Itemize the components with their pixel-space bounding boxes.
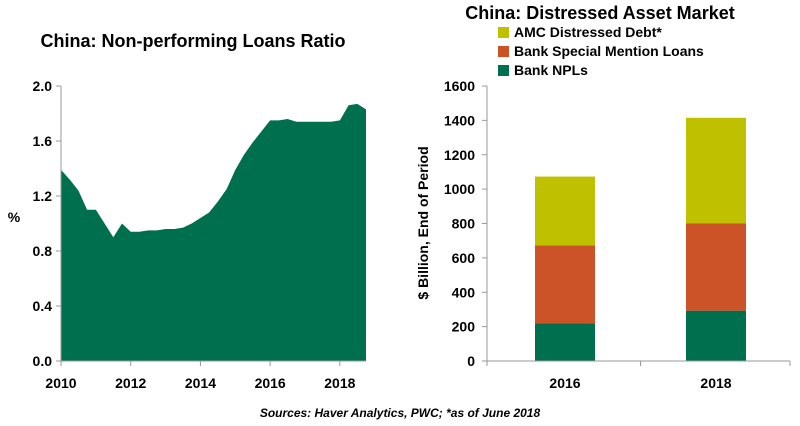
npl-chart-title: China: Non-performing Loans Ratio: [41, 31, 346, 51]
bar-bank-npls-2016: [535, 323, 595, 361]
distressed-y-tick-label: 600: [452, 250, 476, 266]
source-note: Sources: Haver Analytics, PWC; *as of Ju…: [260, 406, 541, 420]
distressed-y-tick-label: 1000: [444, 181, 475, 197]
distressed-x-tick-label: 2016: [549, 375, 580, 391]
distressed-y-tick-label: 200: [452, 319, 476, 335]
legend-swatch: [498, 65, 509, 76]
npl-ratio-area: [61, 103, 366, 362]
stacked-bars: [535, 117, 746, 361]
distressed-y-tick-label: 800: [452, 216, 476, 232]
distressed-y-ticks: 0 200 400 600 800 1000 1200 1400 1600: [444, 78, 487, 369]
distressed-asset-chart: China: Distressed Asset Market AMC Distr…: [415, 3, 791, 391]
npl-x-ticks: 2010 2012 2014 2016 2018: [45, 361, 356, 391]
npl-x-tick-label: 2012: [115, 375, 146, 391]
npl-y-tick-label: 2.0: [33, 78, 53, 94]
npl-x-tick-label: 2014: [185, 375, 216, 391]
bar-bank-special-mention-loans-2016: [535, 245, 595, 324]
npl-y-tick-label: 1.6: [33, 133, 53, 149]
npl-y-tick-label: 1.2: [33, 188, 53, 204]
legend-label: Bank Special Mention Loans: [514, 43, 704, 59]
distressed-y-tick-label: 1600: [444, 78, 475, 94]
distressed-y-tick-label: 0: [467, 353, 475, 369]
distressed-y-axis-label: $ Billion, End of Period: [415, 146, 431, 299]
bar-amc-distressed-debt-2018: [686, 117, 746, 224]
bar-amc-distressed-debt-2016: [535, 176, 595, 246]
legend-swatch: [498, 46, 509, 57]
distressed-y-tick-label: 400: [452, 284, 476, 300]
npl-x-tick-label: 2010: [45, 375, 76, 391]
distressed-y-tick-label: 1200: [444, 147, 475, 163]
distressed-y-tick-label: 1400: [444, 112, 475, 128]
distressed-chart-title: China: Distressed Asset Market: [465, 3, 734, 23]
bar-bank-special-mention-loans-2018: [686, 223, 746, 311]
distressed-x-tick-label: 2018: [700, 375, 731, 391]
npl-y-ticks: 0.0 0.4 0.8 1.2 1.6 2.0: [33, 78, 61, 369]
npl-y-tick-label: 0.4: [33, 298, 53, 314]
npl-y-axis-label: %: [8, 209, 21, 225]
bar-bank-npls-2018: [686, 310, 746, 361]
legend-label: AMC Distressed Debt*: [514, 24, 662, 40]
npl-ratio-chart: China: Non-performing Loans Ratio 0.0 0.4…: [8, 31, 366, 391]
legend-label: Bank NPLs: [514, 62, 588, 78]
legend-swatch: [498, 27, 509, 38]
npl-y-tick-label: 0.8: [33, 243, 53, 259]
distressed-x-ticks: 2016 2018: [486, 361, 791, 391]
npl-x-tick-label: 2016: [255, 375, 286, 391]
legend: AMC Distressed Debt* Bank Special Mention…: [498, 24, 704, 78]
npl-x-tick-label: 2018: [324, 375, 355, 391]
npl-y-tick-label: 0.0: [33, 353, 53, 369]
